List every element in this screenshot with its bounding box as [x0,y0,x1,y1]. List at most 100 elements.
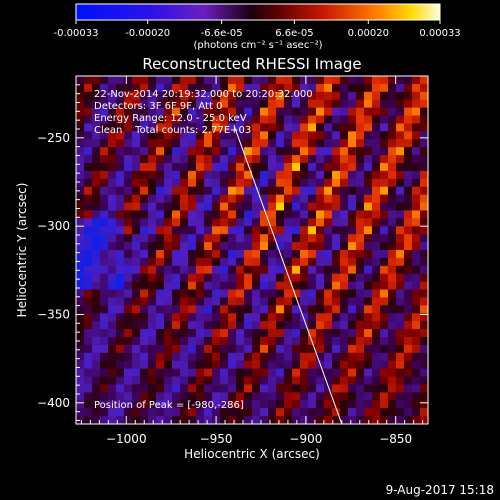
heatmap-cell [292,392,301,401]
heatmap-cell [180,242,189,251]
heatmap-cell [108,83,117,93]
heatmap-cell [140,384,149,393]
heatmap-cell [340,250,349,259]
heatmap-cell [324,242,333,251]
heatmap-cell [116,344,125,354]
heatmap-cell [236,313,245,322]
heatmap-cell [348,163,357,172]
heatmap-cell [268,91,277,101]
heatmap-cell [260,226,269,235]
heatmap-cell [204,76,213,85]
heatmap-cell [188,392,197,401]
y-axis: −400−350−300−250 [37,84,428,421]
heatmap-cell [340,352,349,362]
heatmap-cell [340,131,349,140]
heatmap-cell [172,313,181,322]
heatmap-cell [100,408,109,417]
heatmap-cell [284,202,293,212]
heatmap-cell [132,344,141,354]
heatmap-cell [356,123,365,132]
heatmap-cell [316,305,325,314]
heatmap-cell [100,242,109,251]
heatmap-cell [388,131,397,140]
heatmap-cell [380,91,389,101]
heatmap-cell [116,376,125,386]
heatmap-cell [300,91,309,101]
heatmap-cell [164,115,173,125]
heatmap-cell [164,202,173,212]
heatmap-cell [396,400,405,409]
heatmap-cell [396,337,405,346]
heatmap-cell [204,376,213,386]
heatmap-cell [116,257,125,267]
heatmap-cell [172,337,181,346]
heatmap-cell [308,131,317,140]
heatmap-cell [100,155,109,164]
heatmap-cell [220,305,229,314]
heatmap-cell [332,83,341,93]
heatmap-cell [332,155,341,164]
heatmap-cell [220,107,229,117]
heatmap-cell [124,273,133,283]
heatmap-cell [300,202,309,212]
heatmap-cell [180,163,189,172]
heatmap-cell [100,250,109,259]
heatmap-cell [356,186,365,196]
heatmap-cell [356,376,365,386]
heatmap-cell [228,392,237,401]
heatmap-cell [124,392,133,401]
heatmap-cell [292,313,301,322]
heatmap-cell [276,234,285,243]
heatmap-cell [300,115,309,125]
heatmap-cell [212,99,221,109]
heatmap-cell [420,139,428,148]
heatmap-cell [276,352,285,362]
heatmap-cell [188,329,197,338]
heatmap-cell [180,265,189,275]
colorbar-tick-label: -0.00033 [54,28,99,39]
heatmap-cell [292,242,301,251]
heatmap-cell [420,250,428,259]
heatmap-cell [92,297,101,306]
heatmap-cell [196,147,205,156]
heatmap-cell [196,360,205,370]
heatmap-cell [300,234,309,243]
heatmap-cell [188,344,197,354]
heatmap-cell [244,115,253,125]
heatmap-cell [100,416,109,424]
heatmap-cell [324,226,333,235]
heatmap-cell [420,392,428,401]
colorbar-tick-label: 0.00033 [419,28,460,39]
heatmap-cell [292,337,301,346]
heatmap-cell [284,257,293,267]
heatmap-cell [156,210,165,219]
heatmap-cell [340,281,349,291]
heatmap-cell [220,186,229,196]
heatmap-cell [260,123,269,132]
heatmap-cell [412,210,421,219]
heatmap-cell [404,178,413,188]
heatmap-cell [316,368,325,378]
heatmap-cell [388,139,397,148]
heatmap-cell [316,257,325,267]
heatmap-cell [204,392,213,401]
heatmap-cell [132,265,141,275]
heatmap-cell [100,194,109,204]
heatmap-cell [292,99,301,109]
heatmap-cell [340,368,349,378]
heatmap-cell [276,305,285,314]
heatmap-cell [204,178,213,188]
heatmap-cell [388,305,397,314]
heatmap-cell [284,250,293,259]
heatmap-cell [388,163,397,172]
heatmap-cell [372,360,381,370]
heatmap-cell [244,384,253,393]
heatmap-cell [324,416,333,424]
heatmap-cell [108,392,117,401]
heatmap-cell [84,218,93,227]
heatmap-cell [284,400,293,409]
y-tick-label: −300 [37,219,70,233]
heatmap-cell [92,107,101,117]
heatmap-cell [244,257,253,267]
heatmap-cell [380,242,389,251]
